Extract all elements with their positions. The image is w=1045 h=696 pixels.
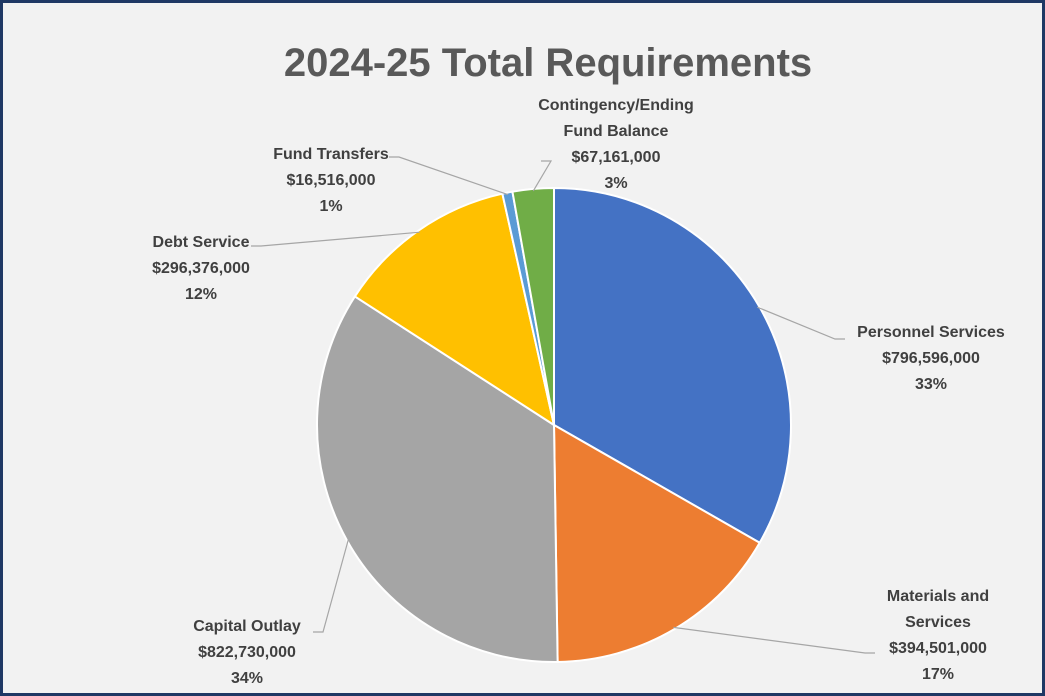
- category-label: Materials and Services: [886, 588, 990, 631]
- percent-label: 3%: [604, 175, 628, 192]
- category-label: Debt Service: [152, 234, 250, 251]
- data-label: Contingency/Ending Fund Balance $67,161,0…: [521, 93, 711, 197]
- leader-line: [673, 626, 875, 654]
- value-label: $796,596,000: [882, 350, 980, 367]
- pie-slice: [552, 423, 762, 663]
- pie-slice: [553, 186, 792, 545]
- data-label: Debt Service $296,376,000 12%: [116, 230, 286, 308]
- value-label: $16,516,000: [286, 172, 376, 189]
- category-label: Fund Transfers: [273, 146, 389, 163]
- data-label: Capital Outlay $822,730,000 34%: [162, 614, 332, 692]
- value-label: $296,376,000: [152, 260, 250, 277]
- category-label: Contingency/Ending Fund Balance: [538, 97, 694, 140]
- leader-line: [251, 231, 420, 247]
- pie-slice: [511, 186, 555, 426]
- percent-label: 33%: [914, 376, 948, 393]
- leader-line: [757, 306, 845, 340]
- category-label: Personnel Services: [857, 324, 1005, 341]
- leader-line: [389, 156, 508, 196]
- data-label: Personnel Services $796,596,000 33%: [831, 320, 1031, 398]
- percent-label: 17%: [921, 666, 955, 683]
- data-label: Fund Transfers $16,516,000 1%: [246, 142, 416, 220]
- category-label: Capital Outlay: [193, 618, 301, 635]
- percent-label: 12%: [184, 286, 218, 303]
- value-label: $67,161,000: [571, 149, 661, 166]
- pie-slice: [353, 192, 556, 428]
- value-label: $394,501,000: [889, 640, 987, 657]
- percent-label: 1%: [319, 198, 343, 215]
- leader-line: [532, 160, 553, 192]
- leader-line: [313, 538, 350, 633]
- chart: [251, 156, 875, 663]
- chart-title: 2024-25 Total Requirements: [283, 41, 813, 85]
- value-label: $822,730,000: [198, 644, 296, 661]
- percent-label: 34%: [230, 670, 264, 687]
- pie-slice: [316, 295, 559, 663]
- data-label: Materials and Services $394,501,000 17%: [873, 584, 1003, 688]
